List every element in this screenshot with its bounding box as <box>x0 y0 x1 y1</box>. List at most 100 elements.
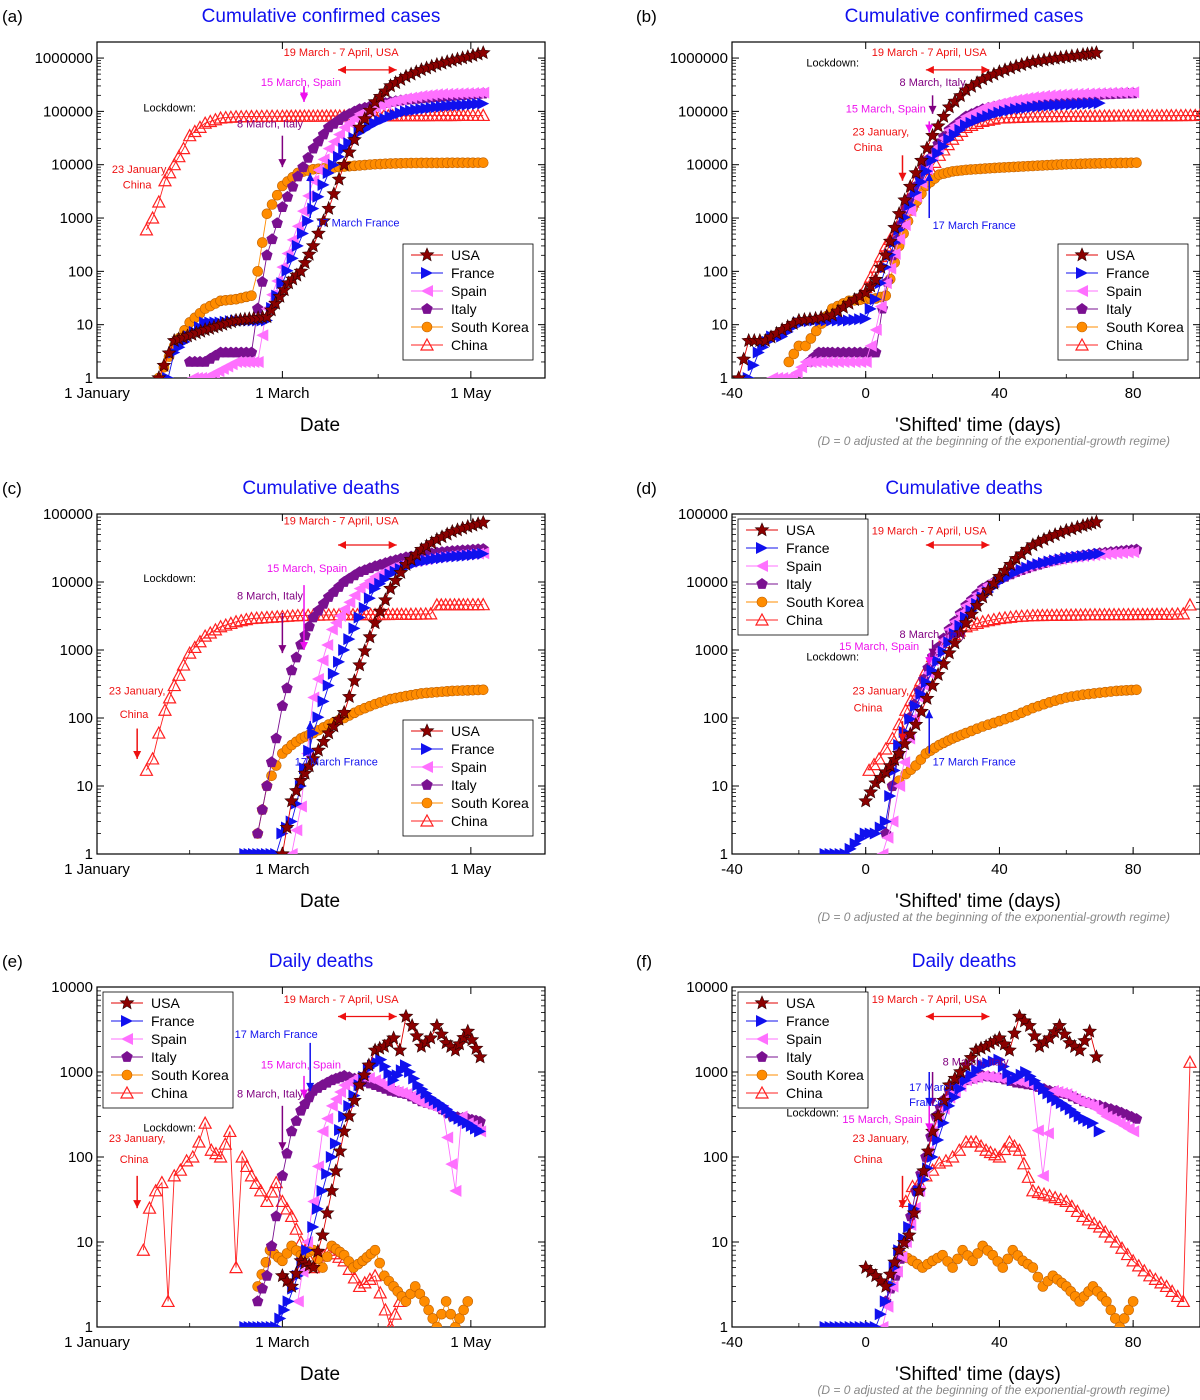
marker-spain <box>410 90 423 103</box>
marker-spain <box>893 780 906 792</box>
marker-china <box>945 1149 960 1163</box>
marker-france <box>316 1184 329 1197</box>
marker-spain <box>881 1300 894 1313</box>
marker-china <box>1176 606 1191 620</box>
marker-usa <box>916 1163 932 1178</box>
marker-spain <box>982 1070 995 1083</box>
marker-usa <box>1052 1018 1068 1033</box>
legend-label: Italy <box>1106 301 1132 317</box>
marker-italy <box>756 1051 768 1062</box>
marker-france <box>343 633 356 646</box>
marker-spain <box>325 1099 338 1112</box>
legend-label: China <box>451 337 488 353</box>
marker-usa <box>868 271 884 286</box>
marker-spain <box>1031 1124 1044 1137</box>
marker-france <box>859 312 872 325</box>
chart-panel-e: (e) Daily deaths 1 10 100 1000 10000 1 January 1… <box>2 951 546 1385</box>
annotation-text: 23 January, <box>109 1133 166 1145</box>
marker-usa <box>891 745 907 760</box>
marker-china <box>259 1194 274 1208</box>
marker-china <box>145 210 160 224</box>
annotation-text: 17 March France <box>933 757 1016 769</box>
annotation-arrowhead <box>278 645 287 654</box>
marker-china <box>253 1183 268 1197</box>
marker-spain <box>296 205 309 218</box>
legend-box <box>737 991 869 1109</box>
marker-italy <box>266 233 278 245</box>
marker-usa <box>279 819 295 834</box>
annotation-arrowhead <box>925 172 934 181</box>
marker-china <box>878 741 893 755</box>
legend-label: France <box>786 1013 830 1029</box>
marker-usa <box>1072 1042 1088 1057</box>
annotation-text: Lockdown: <box>143 102 196 114</box>
marker-china <box>1114 1241 1130 1254</box>
marker-spain <box>290 824 303 837</box>
marker-china <box>162 165 177 179</box>
marker-usa <box>975 589 991 604</box>
series-group <box>136 1008 488 1327</box>
annotation-text: 15 March, Spain <box>261 77 341 89</box>
marker-china <box>1192 108 1200 122</box>
marker-usa <box>920 1143 936 1158</box>
marker-south-korea <box>1002 1253 1014 1265</box>
annotation-text: 23 January, <box>852 1133 909 1145</box>
annotation-text: 19 March - 7 April, USA <box>872 994 988 1006</box>
marker-usa <box>941 1077 957 1092</box>
plot-frame <box>96 41 546 379</box>
marker-france <box>270 1321 283 1327</box>
marker-usa <box>336 1123 352 1138</box>
marker-south-korea <box>972 1248 984 1259</box>
marker-spain <box>311 673 324 686</box>
marker-usa <box>754 522 770 537</box>
marker-usa <box>882 233 898 248</box>
marker-usa <box>276 282 292 297</box>
marker-france <box>333 150 346 163</box>
marker-france <box>399 1059 412 1072</box>
marker-italy <box>756 578 768 589</box>
marker-south-korea <box>756 1069 768 1081</box>
marker-spain <box>1043 89 1056 102</box>
marker-spain <box>1127 86 1140 99</box>
annotation-text: 8 March, Italy <box>900 77 967 89</box>
marker-china <box>997 1142 1012 1156</box>
marker-france <box>948 1091 961 1104</box>
annotation-text: 8 March, Italy <box>237 1089 304 1101</box>
annotation-text: Lockdown: <box>806 652 859 664</box>
marker-south-korea <box>427 1313 439 1324</box>
legend-box <box>102 991 234 1109</box>
annotation-text: Lockdown: <box>786 1107 839 1119</box>
x-axis-label: Date <box>300 415 340 436</box>
marker-spain <box>294 800 307 813</box>
y-tick-label: 1 <box>720 370 728 387</box>
marker-france <box>338 644 351 656</box>
marker-france <box>162 372 175 378</box>
marker-china <box>1142 1268 1157 1282</box>
marker-usa <box>336 704 352 719</box>
panel-label: (c) <box>2 479 22 498</box>
annotation-arrowhead <box>300 642 309 650</box>
annotation-arrowhead <box>925 657 934 666</box>
marker-spain <box>895 1250 908 1263</box>
marker-usa <box>293 772 309 787</box>
series-line-france <box>748 102 1100 378</box>
marker-usa <box>1077 1033 1093 1048</box>
marker-china <box>970 616 985 630</box>
marker-china <box>198 115 213 129</box>
legend: USA France Spain Italy South Korea China <box>1057 243 1189 361</box>
marker-south-korea <box>321 1251 333 1263</box>
legend-box <box>737 518 869 636</box>
marker-spain <box>1054 88 1067 101</box>
marker-spain <box>251 355 264 368</box>
marker-usa <box>897 736 913 751</box>
marker-france <box>474 1125 487 1138</box>
y-tick-label: 10000 <box>686 157 728 174</box>
marker-usa <box>161 345 177 360</box>
y-tick-label: 10000 <box>686 979 728 996</box>
marker-usa <box>297 765 313 780</box>
marker-usa <box>969 597 985 613</box>
marker-south-korea <box>246 290 257 301</box>
marker-south-korea <box>440 1296 452 1307</box>
marker-usa <box>1007 1025 1022 1040</box>
